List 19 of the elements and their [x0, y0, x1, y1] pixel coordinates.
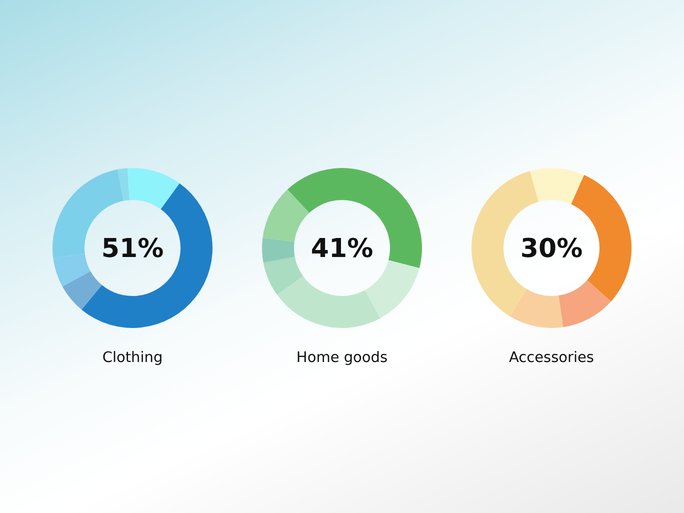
text: Accessories [509, 350, 594, 366]
text: 51% [101, 234, 164, 264]
donut-slice [263, 256, 304, 295]
text: Clothing [102, 350, 163, 366]
donut-slice [277, 276, 380, 328]
donut-slice [118, 168, 130, 201]
text: 30% [520, 234, 583, 264]
donut-slice [127, 168, 180, 210]
donut-slice [558, 280, 611, 328]
donut-slice [82, 183, 212, 328]
donut-slice [262, 238, 295, 263]
donut-slice [62, 271, 102, 310]
donut-slice [364, 260, 420, 318]
donut-slice [262, 189, 310, 242]
donut-slice [530, 168, 584, 204]
text: 41% [310, 234, 374, 264]
donut-slice [510, 289, 564, 328]
donut-slice [287, 168, 422, 268]
text: Home goods [296, 350, 388, 366]
